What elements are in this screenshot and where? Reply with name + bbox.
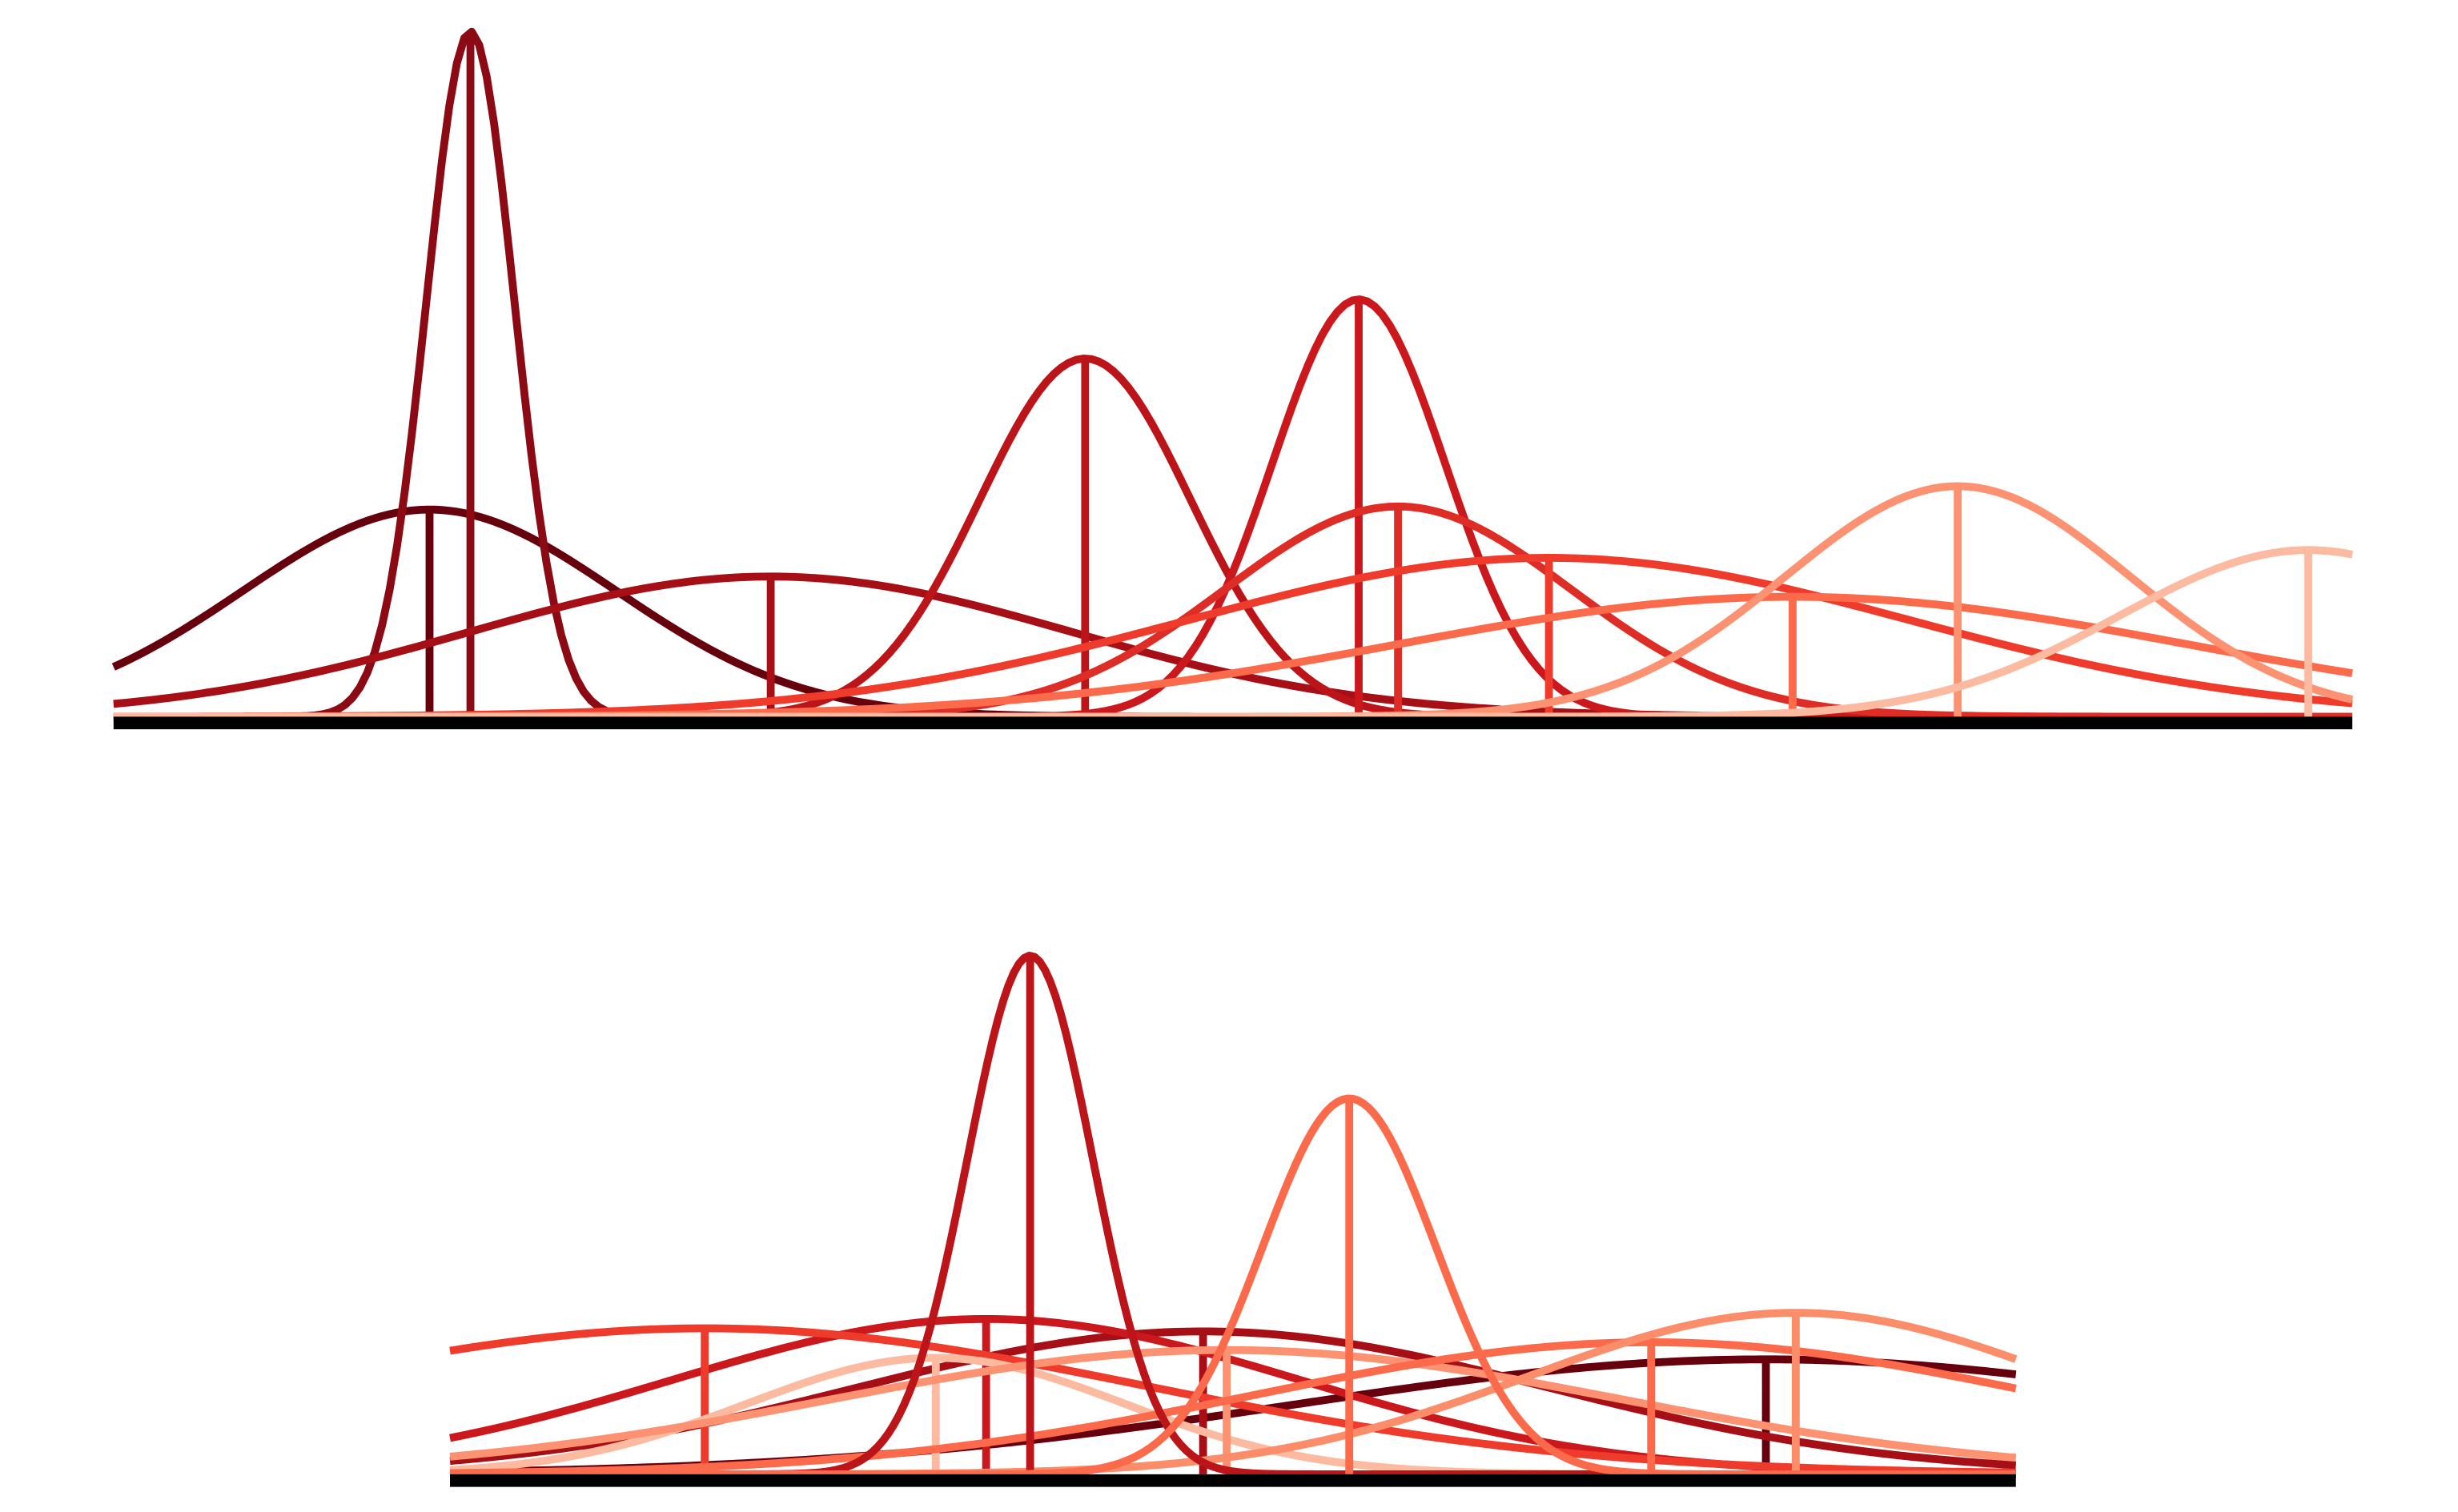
density-curve bbox=[113, 592, 2353, 721]
density-curve bbox=[449, 1338, 2017, 1478]
density-curve bbox=[450, 1309, 2018, 1478]
density-curve bbox=[113, 482, 2354, 721]
density-curve bbox=[450, 1094, 2016, 1478]
density-curve bbox=[449, 1346, 2017, 1462]
